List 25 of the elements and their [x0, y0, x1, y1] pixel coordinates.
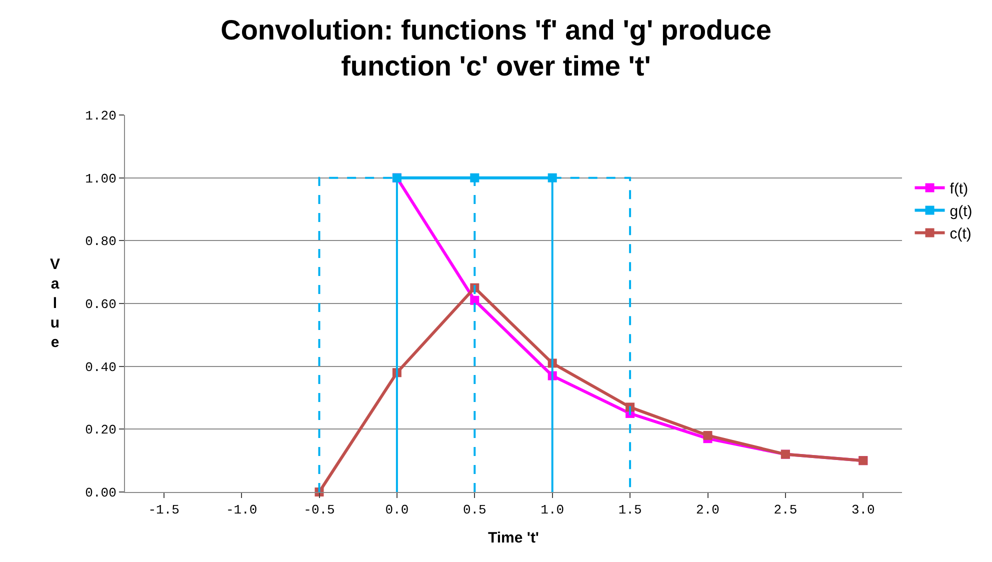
x-tick-label: 2.0	[696, 502, 720, 518]
y-tick-label: 1.20	[85, 108, 116, 124]
x-tick-label: -1.0	[226, 502, 258, 518]
y-tick-label: 0.40	[85, 360, 116, 375]
x-tick-label: -0.5	[304, 502, 335, 518]
y-tick-label: 0.60	[85, 297, 116, 312]
legend-label: f(t)	[950, 180, 968, 198]
x-axis-title: Time 't'	[488, 530, 540, 547]
y-axis-title: Value	[50, 256, 60, 351]
legend-label: c(t)	[950, 226, 972, 243]
x-tick-label: 0.5	[462, 502, 486, 518]
chart-title: Convolution: functions 'f' and 'g' produce function 'c' over time 't'	[220, 14, 772, 82]
y-tick-label: 0.00	[85, 486, 116, 501]
legend-label: g(t)	[950, 203, 972, 220]
y-tick-label: 0.20	[85, 422, 116, 438]
y-tick-label: 0.80	[85, 234, 116, 250]
x-tick-label: 1.5	[618, 502, 642, 518]
y-tick-label: 1.00	[85, 171, 116, 186]
x-tick-label: 0.0	[385, 502, 409, 518]
point	[470, 296, 480, 305]
point	[703, 430, 712, 440]
x-tick-label: -1.5	[148, 502, 180, 518]
x-tick-label: 1.0	[540, 502, 564, 518]
x-tick-label: 2.5	[774, 502, 798, 518]
x-tick-label: 3.0	[851, 502, 875, 518]
